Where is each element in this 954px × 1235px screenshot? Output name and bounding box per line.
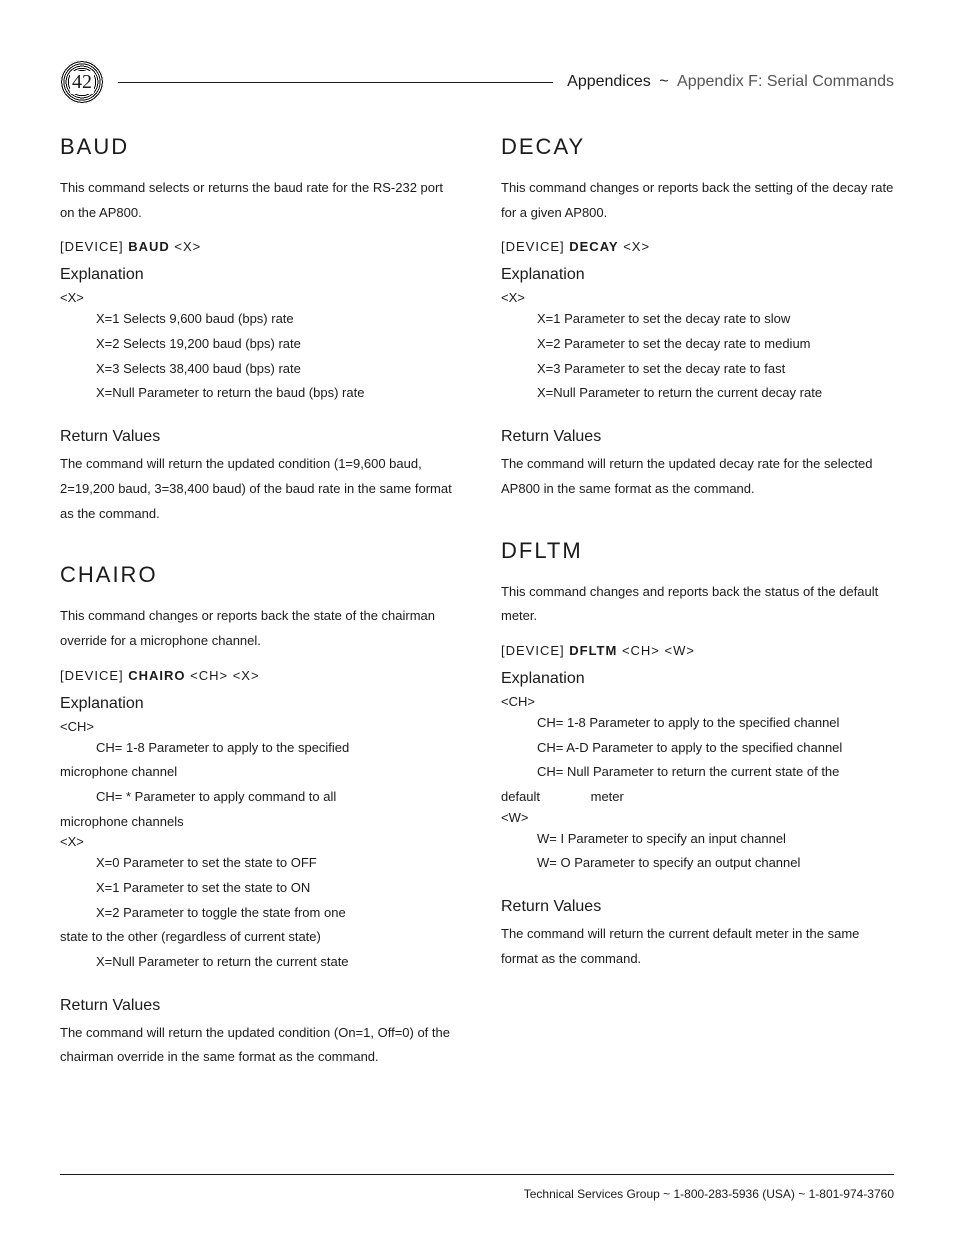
param-line: CH= A-D Parameter to apply to the specif… (501, 736, 894, 761)
cmd-chairo: CHAIRO This command changes or reports b… (60, 562, 453, 1070)
cmd-syntax: [DEVICE] DECAY <X> (501, 239, 894, 254)
return-values-body: The command will return the updated deca… (501, 452, 894, 501)
param-line: CH= 1-8 Parameter to apply to the specif… (60, 736, 453, 761)
cmd-decay: DECAY This command changes or reports ba… (501, 134, 894, 502)
param-x-tag: <X> (60, 834, 453, 849)
syntax-device: [DEVICE] (501, 643, 569, 658)
header-rule (118, 82, 553, 83)
cmd-title: DFLTM (501, 538, 894, 564)
return-values-body: The command will return the current defa… (501, 922, 894, 971)
page-number-badge: 42 (60, 60, 104, 104)
footer-sep: ~ (660, 1187, 674, 1201)
param-line: CH= * Parameter to apply command to all (60, 785, 453, 810)
syntax-name: DFLTM (569, 643, 617, 658)
param-line: microphone channel (60, 760, 453, 785)
param-line: X=2 Selects 19,200 baud (bps) rate (60, 332, 453, 357)
param-line: CH= Null Parameter to return the current… (501, 760, 894, 785)
footer-sep: ~ (795, 1187, 809, 1201)
param-line: X=Null Parameter to return the current d… (501, 381, 894, 406)
syntax-name: BAUD (128, 239, 170, 254)
param-line: X=2 Parameter to set the decay rate to m… (501, 332, 894, 357)
syntax-args: <X> (619, 239, 650, 254)
syntax-name: CHAIRO (128, 668, 185, 683)
cmd-syntax: [DEVICE] BAUD <X> (60, 239, 453, 254)
syntax-args: <CH> <X> (186, 668, 260, 683)
param-line: microphone channels (60, 810, 453, 835)
param-line: X=Null Parameter to return the current s… (60, 950, 453, 975)
syntax-args: <CH> <W> (617, 643, 695, 658)
cmd-syntax: [DEVICE] CHAIRO <CH> <X> (60, 668, 453, 683)
param-line: CH= 1-8 Parameter to apply to the specif… (501, 711, 894, 736)
param-x-tag: <X> (60, 290, 453, 305)
param-line: default meter (501, 785, 894, 810)
page-number: 42 (70, 71, 94, 94)
footer-phone-intl: 1-801-974-3760 (809, 1187, 894, 1201)
return-values-body: The command will return the updated cond… (60, 452, 453, 526)
param-line: W= O Parameter to specify an output chan… (501, 851, 894, 876)
footer-phone-usa: 1-800-283-5936 (USA) (674, 1187, 795, 1201)
syntax-device: [DEVICE] (60, 668, 128, 683)
cmd-description: This command changes and reports back th… (501, 580, 894, 629)
right-column: DECAY This command changes or reports ba… (501, 134, 894, 1106)
return-values-heading: Return Values (501, 428, 894, 446)
footer-rule (60, 1174, 894, 1175)
param-line: X=3 Selects 38,400 baud (bps) rate (60, 357, 453, 382)
content-columns: BAUD This command selects or returns the… (60, 134, 894, 1106)
explanation-heading: Explanation (60, 266, 453, 284)
param-line: state to the other (regardless of curren… (60, 925, 453, 950)
header-subsection: Appendix F: Serial Commands (677, 73, 894, 90)
explanation-heading: Explanation (501, 266, 894, 284)
return-values-heading: Return Values (501, 898, 894, 916)
param-line: X=0 Parameter to set the state to OFF (60, 851, 453, 876)
param-line: X=Null Parameter to return the baud (bps… (60, 381, 453, 406)
explanation-heading: Explanation (501, 670, 894, 688)
footer-text: Technical Services Group ~ 1-800-283-593… (60, 1187, 894, 1201)
param-ch-tag: <CH> (60, 719, 453, 734)
syntax-args: <X> (170, 239, 201, 254)
param-w-tag: <W> (501, 810, 894, 825)
param-line: X=3 Parameter to set the decay rate to f… (501, 357, 894, 382)
syntax-device: [DEVICE] (501, 239, 569, 254)
explanation-heading: Explanation (60, 695, 453, 713)
cmd-baud: BAUD This command selects or returns the… (60, 134, 453, 526)
wrap-word-a: default (501, 789, 540, 804)
page-header: 42 Appendices ~ Appendix F: Serial Comma… (60, 60, 894, 104)
cmd-syntax: [DEVICE] DFLTM <CH> <W> (501, 643, 894, 658)
wrap-word-b: meter (591, 789, 624, 804)
param-line: X=2 Parameter to toggle the state from o… (60, 901, 453, 926)
param-ch-tag: <CH> (501, 694, 894, 709)
return-values-body: The command will return the updated cond… (60, 1021, 453, 1070)
footer-label: Technical Services Group (524, 1187, 660, 1201)
header-separator: ~ (659, 73, 668, 90)
syntax-name: DECAY (569, 239, 618, 254)
return-values-heading: Return Values (60, 997, 453, 1015)
header-title: Appendices ~ Appendix F: Serial Commands (567, 73, 894, 91)
cmd-title: CHAIRO (60, 562, 453, 588)
param-line: X=1 Selects 9,600 baud (bps) rate (60, 307, 453, 332)
syntax-device: [DEVICE] (60, 239, 128, 254)
cmd-title: BAUD (60, 134, 453, 160)
cmd-description: This command changes or reports back the… (60, 604, 453, 653)
cmd-title: DECAY (501, 134, 894, 160)
cmd-description: This command changes or reports back the… (501, 176, 894, 225)
left-column: BAUD This command selects or returns the… (60, 134, 453, 1106)
param-line: X=1 Parameter to set the state to ON (60, 876, 453, 901)
cmd-description: This command selects or returns the baud… (60, 176, 453, 225)
param-line: X=1 Parameter to set the decay rate to s… (501, 307, 894, 332)
header-section: Appendices (567, 73, 651, 90)
param-line: W= I Parameter to specify an input chann… (501, 827, 894, 852)
param-x-tag: <X> (501, 290, 894, 305)
return-values-heading: Return Values (60, 428, 453, 446)
cmd-dfltm: DFLTM This command changes and reports b… (501, 538, 894, 972)
page-footer: Technical Services Group ~ 1-800-283-593… (60, 1174, 894, 1201)
